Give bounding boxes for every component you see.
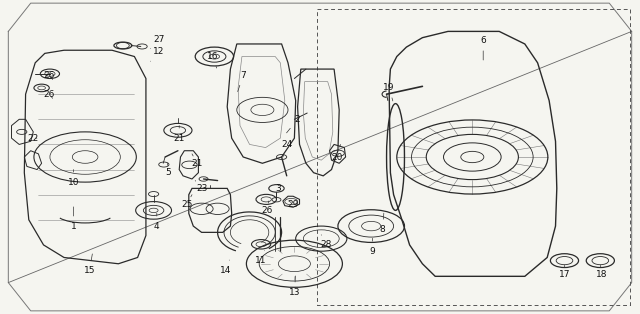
Text: 19: 19 [383, 84, 395, 101]
Text: 26: 26 [262, 201, 273, 215]
Text: 7: 7 [237, 71, 246, 92]
Text: 25: 25 [181, 195, 193, 208]
Text: 21: 21 [191, 154, 203, 168]
Text: 13: 13 [289, 276, 300, 296]
Text: 24: 24 [281, 140, 292, 157]
Text: 23: 23 [195, 181, 207, 193]
Text: 22: 22 [28, 134, 39, 143]
Text: 8: 8 [380, 213, 385, 234]
Text: 10: 10 [68, 170, 79, 187]
Text: 26: 26 [44, 90, 55, 99]
Text: 21: 21 [173, 126, 185, 143]
Text: 1: 1 [71, 207, 76, 230]
Text: 27: 27 [150, 35, 164, 49]
Text: 2: 2 [287, 115, 300, 133]
Text: 9: 9 [370, 238, 375, 256]
Text: 5: 5 [165, 163, 170, 177]
Text: 28: 28 [321, 235, 332, 249]
Text: 14: 14 [220, 260, 231, 274]
Text: 15: 15 [84, 254, 95, 274]
Text: 12: 12 [150, 47, 164, 61]
Text: 11: 11 [255, 251, 267, 265]
Text: 20: 20 [331, 144, 342, 161]
Text: 18: 18 [596, 265, 607, 279]
Text: 16: 16 [207, 52, 218, 68]
Text: 3: 3 [276, 184, 281, 193]
Text: 17: 17 [559, 265, 570, 279]
Text: 4: 4 [154, 213, 159, 230]
Text: 6: 6 [481, 36, 486, 60]
Text: 29: 29 [287, 200, 299, 208]
Text: 26: 26 [44, 71, 55, 80]
